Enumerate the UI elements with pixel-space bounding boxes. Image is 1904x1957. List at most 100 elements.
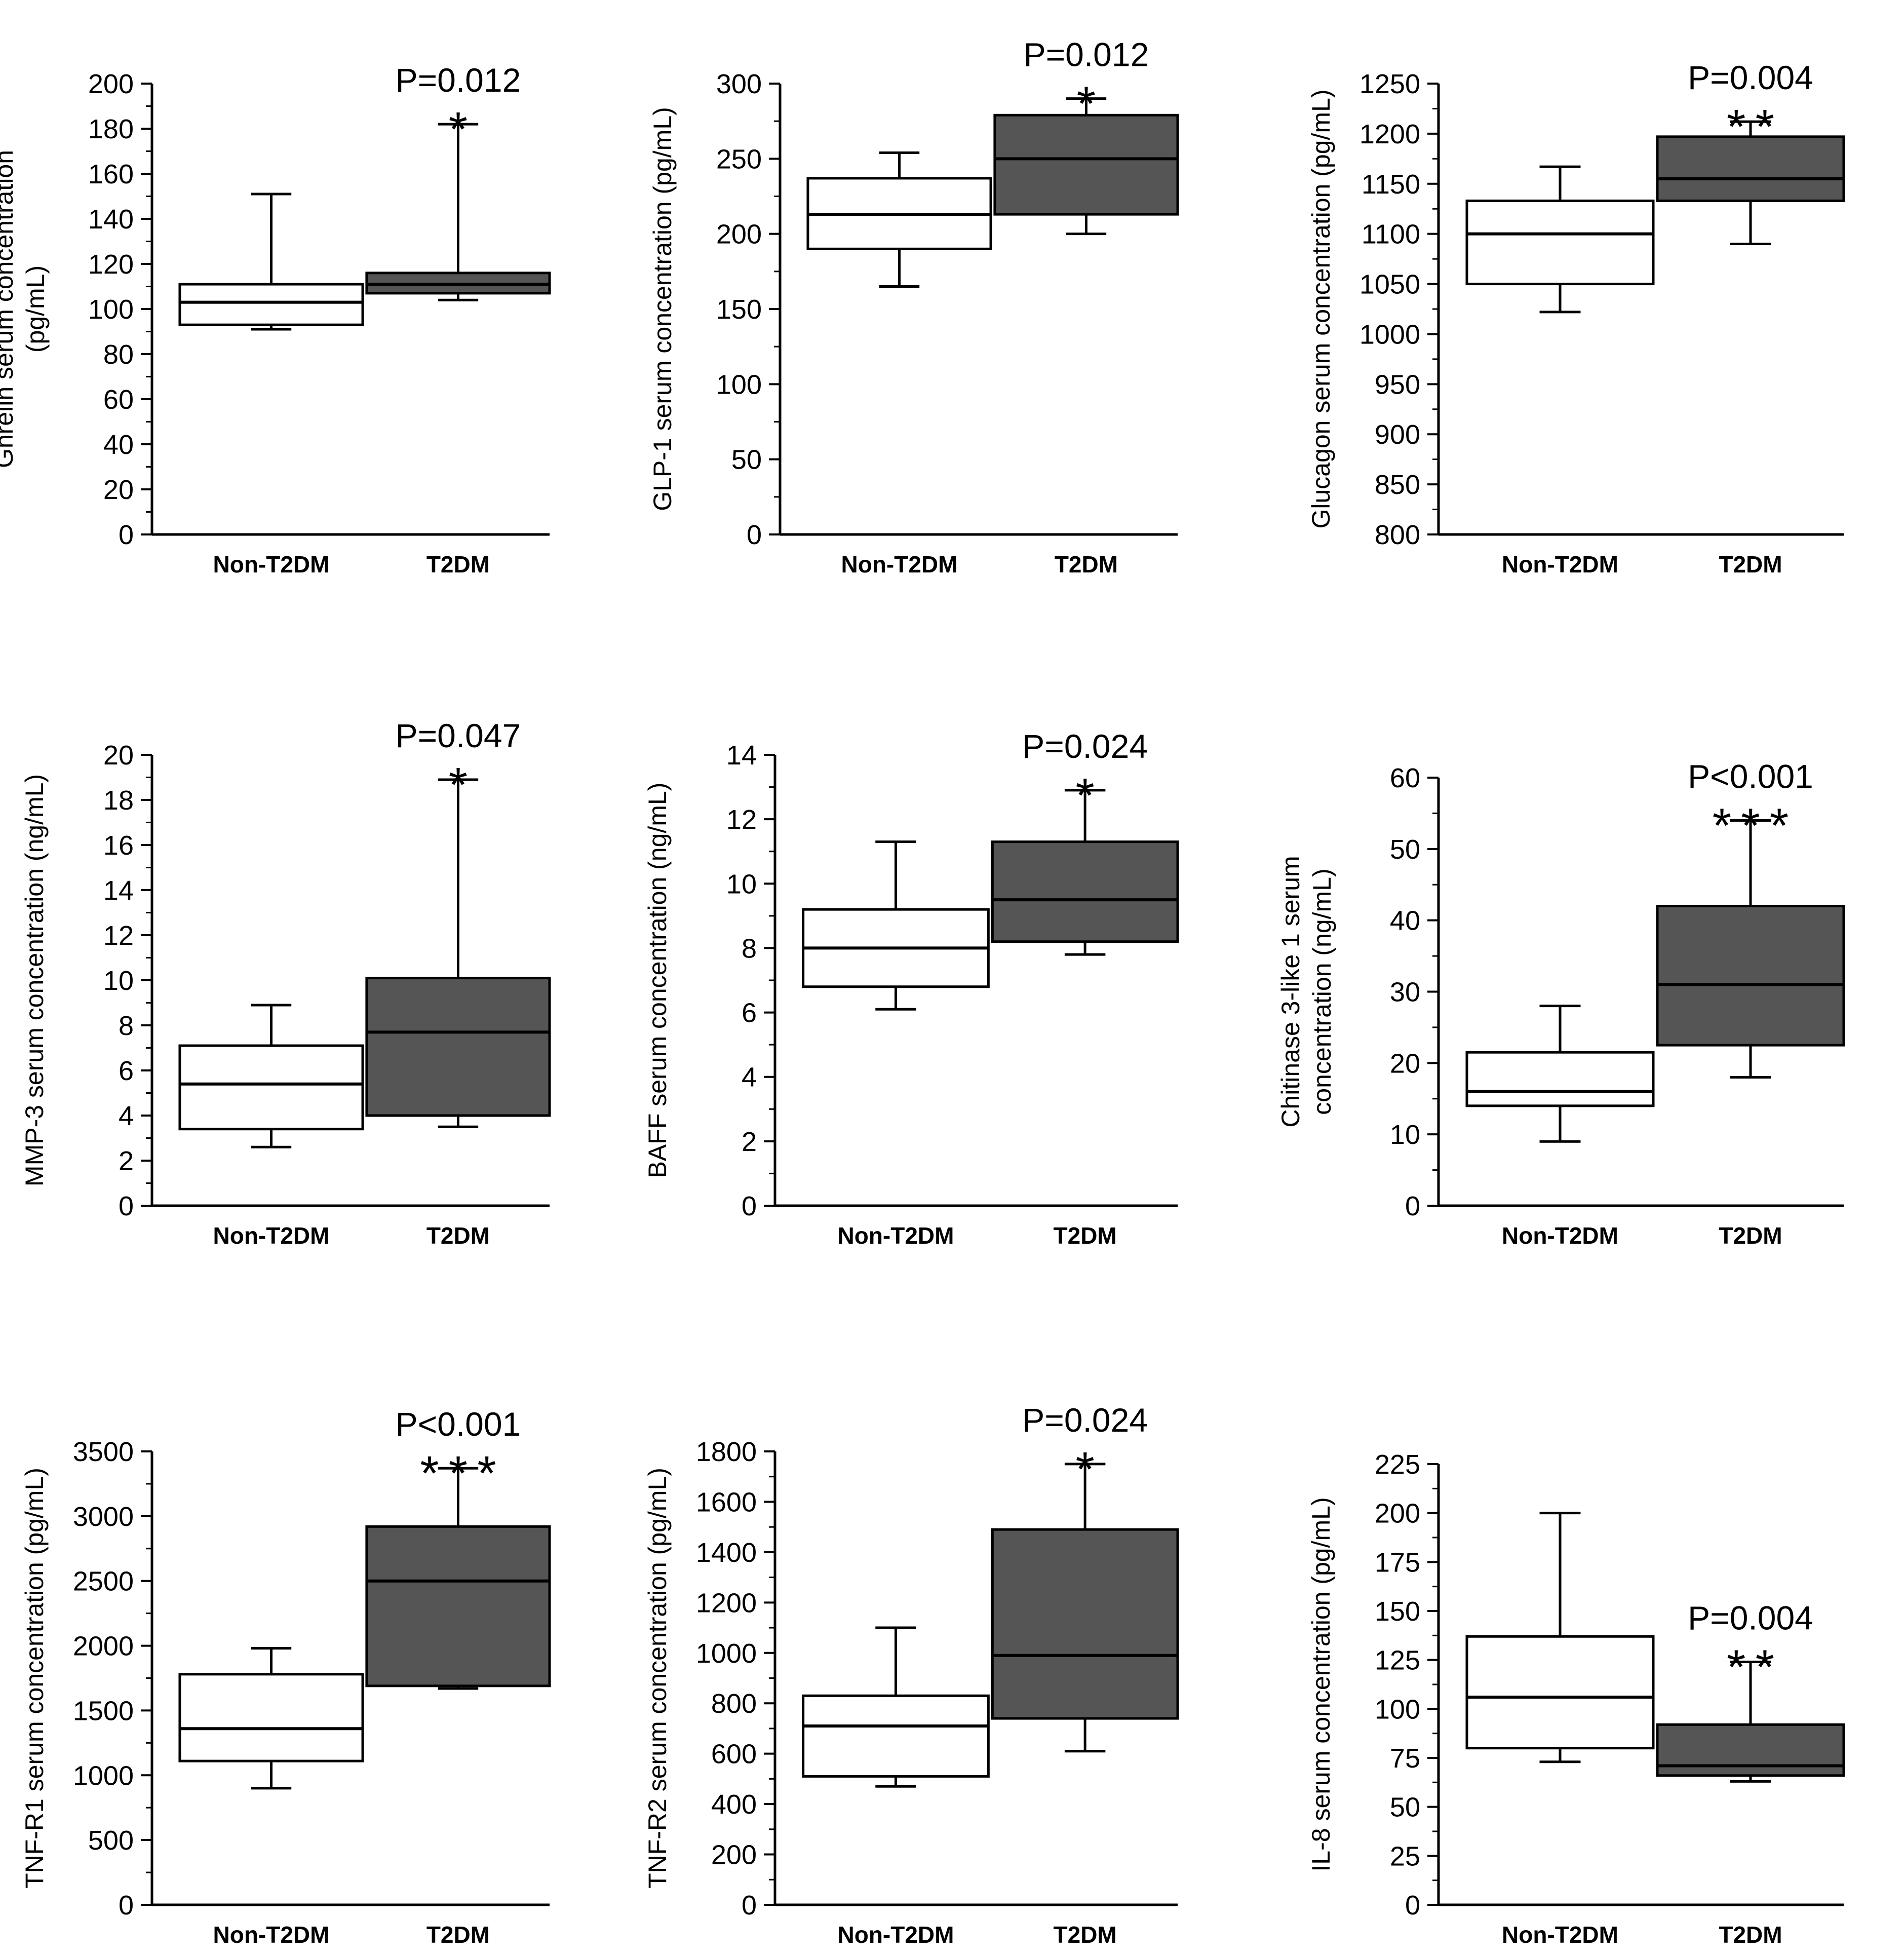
y-tick-label: 50 — [1390, 834, 1420, 865]
x-category-label: Non-T2DM — [838, 1922, 954, 1948]
y-tick-label: 40 — [1390, 906, 1420, 936]
box-non-t2dm — [802, 1626, 990, 1788]
y-tick-label: 100 — [716, 369, 762, 400]
y-tick-label: 10 — [726, 869, 757, 899]
box-t2dm — [991, 1463, 1179, 1753]
y-tick-label: 0 — [1405, 1191, 1420, 1221]
y-tick-label: 2000 — [73, 1631, 134, 1662]
y-tick-label: 6 — [742, 998, 757, 1028]
y-tick-label: 1100 — [1362, 219, 1420, 250]
box-non-t2dm — [178, 193, 364, 331]
y-axis-title: Ghrelin serum concentration — [0, 150, 18, 468]
chart-panel-3: 800 850 900 950 1000 1050 1100 1150 1200 1250 Gluc… — [1307, 59, 1845, 578]
y-axis-title: TNF-R1 serum concentration (pg/mL) — [20, 1468, 49, 1889]
chart-panel-8: 0 200 400 600 800 1000 1200 1400 1600 1800 TNF-R2 … — [643, 1401, 1179, 1948]
y-tick-label: 100 — [88, 294, 134, 325]
box-t2dm — [1656, 1661, 1845, 1783]
iqr-box — [178, 1044, 364, 1131]
y-tick-label: 1400 — [696, 1538, 757, 1568]
y-tick-label: 0 — [742, 1191, 757, 1221]
y-tick-label: 20 — [103, 475, 134, 505]
y-tick-label: 10 — [1390, 1120, 1420, 1150]
p-value-label: P<0.001 — [1688, 758, 1813, 795]
y-tick-label: 0 — [119, 1191, 134, 1221]
y-tick-label: 8 — [742, 933, 757, 964]
x-category-label: Non-T2DM — [1502, 1222, 1618, 1249]
y-axis-title: Glucagon serum concentration (pg/mL) — [1307, 89, 1335, 528]
y-tick-label: 0 — [747, 520, 762, 550]
y-tick-label: 500 — [88, 1825, 134, 1856]
y-tick-label: 16 — [103, 830, 134, 861]
significance-stars: * — [1077, 77, 1096, 131]
y-axis-title: Chitinase 3-like 1 serum — [1276, 856, 1305, 1127]
y-tick-label: 1800 — [696, 1437, 757, 1467]
y-axis-title: IL-8 serum concentration (pg/mL) — [1307, 1497, 1335, 1871]
chart-panel-9: 0 25 50 75 100 125 150 175 200 225 IL-8 serum conc… — [1307, 1449, 1845, 1948]
y-axis-title: (pg/mL) — [21, 265, 50, 353]
y-tick-label: 1050 — [1359, 270, 1420, 300]
y-tick-label: 3500 — [73, 1437, 134, 1467]
chart-panel-2: 0 50 100 150 200 250 300 GLP-1 serum concentrat… — [648, 36, 1179, 578]
y-tick-label: 225 — [1375, 1449, 1420, 1480]
y-tick-label: 20 — [103, 740, 134, 771]
x-category-label: Non-T2DM — [213, 1222, 330, 1249]
x-category-label: T2DM — [426, 551, 490, 578]
iqr-box — [993, 113, 1179, 216]
y-tick-label: 6 — [119, 1056, 134, 1086]
y-tick-label: 1150 — [1362, 169, 1420, 200]
y-tick-label: 10 — [103, 966, 134, 996]
y-tick-label: 14 — [103, 875, 134, 906]
iqr-box — [991, 1528, 1179, 1720]
chart-panel-7: 0 500 1000 1500 2000 2500 3000 3500 TNF-R1 serum… — [20, 1405, 551, 1948]
x-category-label: T2DM — [1054, 1222, 1117, 1249]
iqr-box — [178, 1673, 364, 1762]
iqr-box — [1656, 135, 1845, 202]
y-tick-label: 1000 — [73, 1760, 134, 1791]
y-tick-label: 0 — [1405, 1890, 1420, 1921]
x-category-label: T2DM — [426, 1922, 490, 1948]
y-tick-label: 50 — [1390, 1792, 1420, 1823]
y-axis-title: TNF-R2 serum concentration (pg/mL) — [643, 1468, 672, 1889]
chart-panel-6: 0 10 20 30 40 50 60 Chitinase 3-like 1 serum con… — [1276, 758, 1845, 1249]
x-category-label: T2DM — [1719, 1222, 1782, 1249]
y-tick-label: 12 — [726, 804, 757, 835]
y-tick-label: 150 — [716, 294, 762, 325]
y-tick-label: 850 — [1375, 470, 1420, 500]
y-tick-label: 40 — [103, 430, 134, 460]
y-tick-label: 2 — [119, 1146, 134, 1176]
x-category-label: T2DM — [1055, 551, 1118, 578]
y-tick-label: 75 — [1390, 1743, 1420, 1774]
iqr-box — [178, 283, 364, 326]
iqr-box — [802, 1694, 990, 1778]
iqr-box — [1465, 199, 1655, 286]
x-category-label: T2DM — [1719, 1922, 1782, 1948]
x-category-label: Non-T2DM — [1502, 551, 1618, 578]
y-axis-title: MMP-3 serum concentration (ng/mL) — [20, 774, 49, 1186]
y-tick-label: 250 — [716, 144, 762, 174]
y-tick-label: 950 — [1375, 369, 1420, 400]
x-category-label: Non-T2DM — [1502, 1922, 1618, 1948]
y-tick-label: 150 — [1375, 1596, 1420, 1627]
box-non-t2dm — [806, 151, 992, 288]
y-tick-label: 200 — [711, 1840, 757, 1870]
y-tick-label: 300 — [716, 69, 762, 99]
iqr-box — [365, 977, 551, 1117]
y-tick-label: 1500 — [73, 1696, 134, 1726]
x-category-label: Non-T2DM — [213, 551, 330, 578]
y-axis-title: BAFF serum concentration (ng/mL) — [643, 783, 672, 1178]
y-tick-label: 25 — [1390, 1841, 1420, 1871]
box-t2dm — [991, 789, 1179, 956]
box-non-t2dm — [1465, 1512, 1655, 1763]
y-tick-label: 125 — [1375, 1645, 1420, 1676]
iqr-box — [1656, 905, 1845, 1047]
box-non-t2dm — [1465, 1005, 1655, 1143]
significance-stars: * * * — [1713, 799, 1789, 853]
y-tick-label: 120 — [88, 249, 134, 280]
x-category-label: T2DM — [1719, 551, 1782, 578]
p-value-label: P=0.004 — [1688, 59, 1813, 96]
x-category-label: Non-T2DM — [841, 551, 958, 578]
y-tick-label: 18 — [103, 785, 134, 816]
y-tick-label: 800 — [1375, 520, 1420, 550]
p-value-label: P=0.024 — [1022, 1401, 1148, 1439]
y-tick-label: 160 — [88, 159, 134, 189]
